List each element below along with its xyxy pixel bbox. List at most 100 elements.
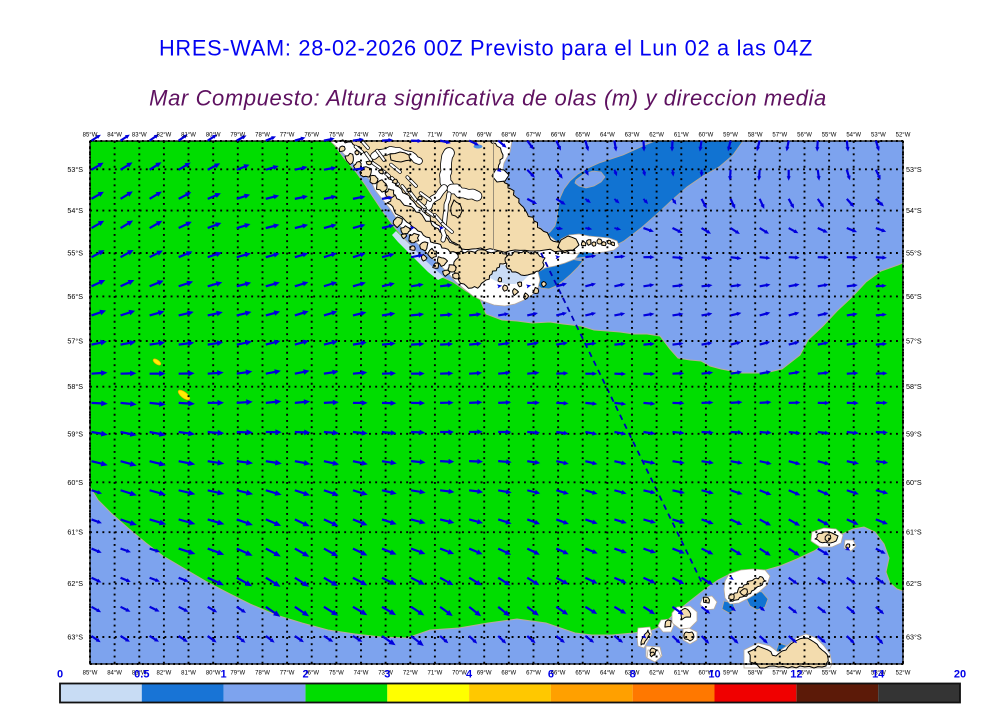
svg-text:59°S: 59°S — [67, 429, 83, 438]
svg-text:70°W: 70°W — [452, 671, 467, 677]
svg-text:67°W: 67°W — [526, 133, 541, 139]
svg-text:67°W: 67°W — [526, 671, 541, 677]
svg-text:55°W: 55°W — [822, 671, 837, 677]
svg-text:62°W: 62°W — [649, 671, 664, 677]
svg-text:12: 12 — [790, 669, 802, 681]
svg-text:61°W: 61°W — [674, 133, 689, 139]
svg-text:77°W: 77°W — [280, 671, 295, 677]
svg-text:77°W: 77°W — [280, 133, 295, 139]
svg-text:57°S: 57°S — [67, 337, 83, 346]
svg-text:81°W: 81°W — [181, 133, 196, 139]
svg-text:54°W: 54°W — [846, 133, 861, 139]
svg-text:Mar Compuesto: Altura signific: Mar Compuesto: Altura significativa de o… — [149, 86, 827, 111]
svg-text:63°S: 63°S — [906, 633, 922, 642]
svg-text:0: 0 — [57, 669, 63, 681]
svg-text:56°S: 56°S — [67, 292, 83, 301]
svg-text:20: 20 — [954, 669, 966, 681]
svg-text:76°W: 76°W — [304, 671, 319, 677]
svg-text:56°S: 56°S — [906, 292, 922, 301]
svg-text:59°S: 59°S — [906, 429, 922, 438]
svg-text:66°W: 66°W — [551, 133, 566, 139]
svg-text:76°W: 76°W — [304, 133, 319, 139]
svg-text:66°W: 66°W — [551, 671, 566, 677]
svg-text:55°W: 55°W — [822, 133, 837, 139]
svg-text:55°S: 55°S — [67, 249, 83, 258]
svg-text:61°S: 61°S — [67, 528, 83, 537]
svg-text:65°W: 65°W — [575, 133, 590, 139]
svg-text:63°W: 63°W — [625, 671, 640, 677]
svg-text:69°W: 69°W — [477, 671, 492, 677]
svg-text:72°W: 72°W — [403, 133, 418, 139]
svg-text:75°W: 75°W — [329, 671, 344, 677]
svg-text:54°W: 54°W — [846, 671, 861, 677]
svg-text:63°W: 63°W — [625, 133, 640, 139]
svg-text:59°W: 59°W — [723, 671, 738, 677]
svg-text:82°W: 82°W — [157, 671, 172, 677]
svg-text:2: 2 — [302, 669, 308, 681]
svg-text:52°W: 52°W — [896, 133, 911, 139]
svg-text:58°S: 58°S — [67, 382, 83, 391]
svg-text:64°W: 64°W — [600, 133, 615, 139]
svg-text:83°W: 83°W — [132, 671, 147, 677]
svg-text:52°W: 52°W — [896, 671, 911, 677]
svg-text:53°W: 53°W — [871, 671, 886, 677]
svg-text:84°W: 84°W — [107, 133, 122, 139]
svg-text:79°W: 79°W — [230, 133, 245, 139]
svg-text:1: 1 — [221, 669, 227, 681]
svg-text:73°W: 73°W — [378, 133, 393, 139]
svg-text:8: 8 — [630, 669, 636, 681]
svg-text:3: 3 — [384, 669, 390, 681]
svg-text:54°S: 54°S — [67, 206, 83, 215]
svg-text:85°W: 85°W — [83, 133, 98, 139]
svg-text:57°W: 57°W — [772, 671, 787, 677]
svg-text:0.5: 0.5 — [134, 669, 149, 681]
svg-text:78°W: 78°W — [255, 671, 270, 677]
svg-text:64°W: 64°W — [600, 671, 615, 677]
svg-text:82°W: 82°W — [157, 133, 172, 139]
svg-text:65°W: 65°W — [575, 671, 590, 677]
svg-text:62°S: 62°S — [67, 579, 83, 588]
svg-text:58°S: 58°S — [906, 382, 922, 391]
svg-text:74°W: 74°W — [354, 133, 369, 139]
svg-text:61°W: 61°W — [674, 671, 689, 677]
svg-text:56°W: 56°W — [797, 671, 812, 677]
svg-text:10: 10 — [708, 669, 720, 681]
svg-text:70°W: 70°W — [452, 133, 467, 139]
svg-text:81°W: 81°W — [181, 671, 196, 677]
svg-text:58°W: 58°W — [748, 133, 763, 139]
svg-text:57°S: 57°S — [906, 337, 922, 346]
svg-text:60°W: 60°W — [699, 133, 714, 139]
svg-text:68°W: 68°W — [501, 133, 516, 139]
svg-text:71°W: 71°W — [428, 133, 443, 139]
svg-text:80°W: 80°W — [206, 671, 221, 677]
svg-text:80°W: 80°W — [206, 133, 221, 139]
svg-text:54°S: 54°S — [906, 206, 922, 215]
svg-text:4: 4 — [466, 669, 473, 681]
svg-text:62°W: 62°W — [649, 133, 664, 139]
svg-text:53°W: 53°W — [871, 133, 886, 139]
svg-text:71°W: 71°W — [428, 671, 443, 677]
svg-text:58°W: 58°W — [748, 671, 763, 677]
svg-text:6: 6 — [548, 669, 554, 681]
svg-text:60°S: 60°S — [67, 478, 83, 487]
svg-text:83°W: 83°W — [132, 133, 147, 139]
svg-text:63°S: 63°S — [67, 633, 83, 642]
svg-text:56°W: 56°W — [797, 133, 812, 139]
svg-text:59°W: 59°W — [723, 133, 738, 139]
svg-text:69°W: 69°W — [477, 133, 492, 139]
svg-text:61°S: 61°S — [906, 528, 922, 537]
svg-text:74°W: 74°W — [354, 671, 369, 677]
svg-text:14: 14 — [872, 669, 885, 681]
svg-text:53°S: 53°S — [906, 165, 922, 174]
svg-text:62°S: 62°S — [906, 579, 922, 588]
svg-text:73°W: 73°W — [378, 671, 393, 677]
svg-text:84°W: 84°W — [107, 671, 122, 677]
svg-text:57°W: 57°W — [772, 133, 787, 139]
svg-text:60°W: 60°W — [699, 671, 714, 677]
svg-text:68°W: 68°W — [501, 671, 516, 677]
svg-text:78°W: 78°W — [255, 133, 270, 139]
svg-text:HRES-WAM: 28-02-2026 00Z Previ: HRES-WAM: 28-02-2026 00Z Previsto para e… — [159, 35, 813, 60]
svg-text:85°W: 85°W — [83, 671, 98, 677]
svg-text:60°S: 60°S — [906, 478, 922, 487]
svg-text:75°W: 75°W — [329, 133, 344, 139]
